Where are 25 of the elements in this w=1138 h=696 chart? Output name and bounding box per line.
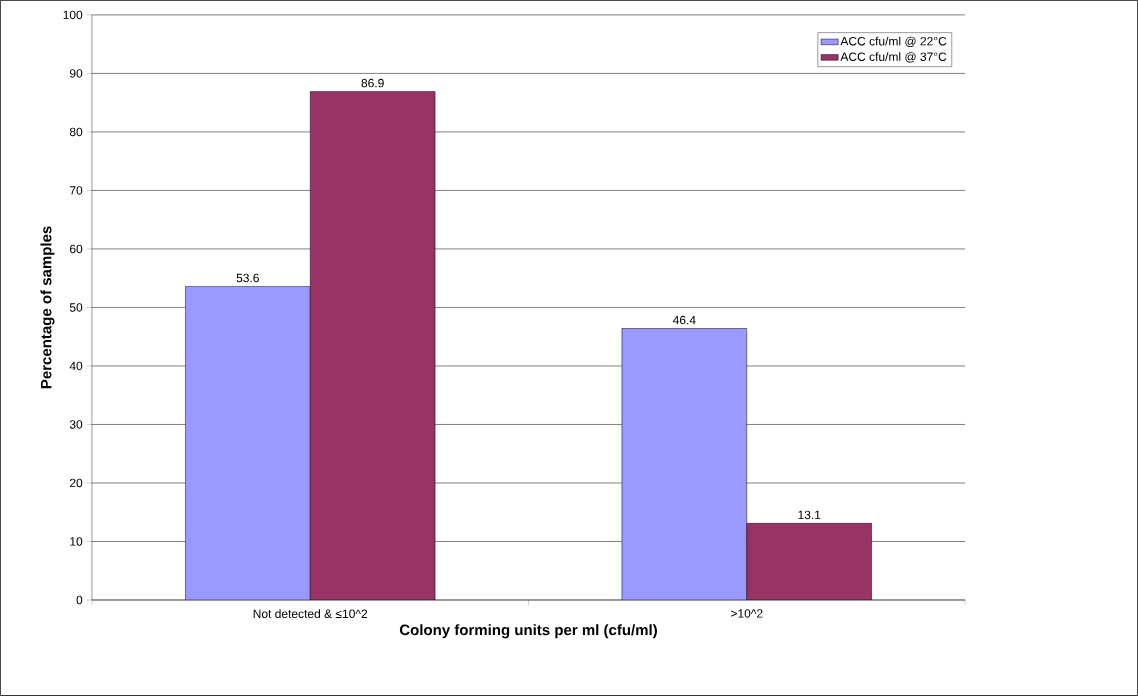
y-tick-label: 100 bbox=[63, 10, 83, 20]
y-tick-label: 10 bbox=[70, 537, 83, 546]
y-tick-label: 90 bbox=[69, 69, 83, 78]
data-label: 53.6 bbox=[236, 273, 259, 283]
bar bbox=[309, 91, 436, 601]
y-tick-label: 30 bbox=[69, 420, 83, 429]
legend-label: ACC cfu/ml @ 22°C bbox=[840, 36, 947, 48]
legend-label: ACC cfu/ml @ 37°C bbox=[840, 52, 947, 63]
y-axis-title: Percentage of samples bbox=[40, 226, 55, 389]
y-tick-label: 80 bbox=[69, 127, 83, 137]
y-tick-label: 20 bbox=[69, 478, 83, 488]
y-tick-label: 60 bbox=[69, 244, 83, 254]
bar bbox=[185, 286, 311, 601]
x-tick-label: >10^2 bbox=[731, 609, 763, 618]
x-axis-title: Colony forming units per ml (cfu/ml) bbox=[399, 624, 657, 639]
y-tick-label: 70 bbox=[69, 186, 83, 195]
y-tick-label: 0 bbox=[76, 595, 83, 605]
data-label: 86.9 bbox=[361, 78, 384, 88]
data-label: 13.1 bbox=[798, 510, 821, 520]
bar bbox=[746, 523, 872, 601]
bar bbox=[621, 328, 748, 601]
data-label: 46.4 bbox=[672, 315, 696, 325]
y-tick-label: 40 bbox=[69, 361, 83, 371]
x-tick-label: Not detected & ≤10^2 bbox=[253, 609, 368, 619]
y-tick-label: 50 bbox=[69, 303, 83, 312]
